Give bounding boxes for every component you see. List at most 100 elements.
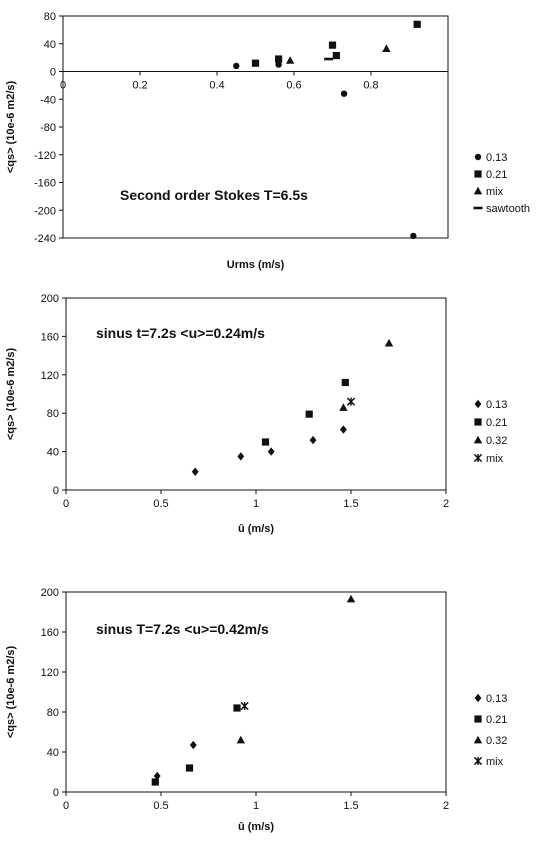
data-point-0.21: [413, 20, 421, 28]
y-tick-label: 200: [41, 293, 59, 305]
y-axis-label: <qs> (10e-6 m2/s): [5, 348, 17, 441]
x-tick-label: 1.5: [343, 800, 358, 812]
data-point-0.32: [339, 403, 348, 411]
legend-label-0.32: 0.32: [486, 435, 507, 447]
legend-marker-mix: [473, 453, 483, 463]
series-0.32: [339, 338, 394, 411]
data-point-0.13: [410, 232, 417, 240]
y-tick-label: 0: [53, 485, 59, 497]
chart-panel-2: 200 160 120 80 40 00 0.5 1 1.5 2 û (m/s) <qs> (10e-…: [5, 293, 507, 535]
y-tick-label: 80: [47, 707, 59, 719]
y-tick-label: 80: [44, 11, 56, 23]
y-tick-label: 0: [53, 787, 59, 799]
y-tick-label: 40: [44, 39, 56, 51]
legend-marker-0.13: [474, 693, 482, 703]
series-sawtooth: [324, 57, 334, 61]
legend-marker-0.13: [474, 153, 482, 161]
legend-label-0.21: 0.21: [486, 169, 507, 181]
y-axis-label: <qs> (10e-6 m2/s): [5, 646, 17, 739]
y-tick-label: 120: [41, 667, 59, 679]
chart-panel-1: 80 40 0 -40 -80 -120 -160 -200 -240 0 0.2 0.4 0.6 0.8…: [5, 11, 530, 271]
data-point-mix: [285, 56, 295, 64]
x-tick-label: 2: [443, 800, 449, 812]
x-tick-label: 0.5: [153, 498, 168, 510]
legend-marker-0.21: [474, 715, 482, 723]
legend-marker-sawtooth: [473, 206, 483, 210]
legend: 0.13 0.21 0.32 mix: [473, 693, 507, 768]
plot-frame: [62, 15, 449, 239]
y-tick-label: 40: [47, 447, 59, 459]
data-point-0.32: [346, 594, 356, 603]
chart-annotation: sinus T=7.2s <u>=0.42m/s: [96, 621, 269, 637]
legend-marker-0.21: [474, 170, 482, 178]
x-axis-label: û (m/s): [238, 523, 274, 535]
series-0.21: [261, 378, 349, 446]
series-0.21: [251, 20, 421, 67]
y-tick-label: -200: [34, 205, 56, 217]
chart-panel-3: 200 160 120 80 40 00 0.5 1 1.5 2 û (m/s) <qs> (10e-…: [5, 587, 507, 833]
legend-label-sawtooth: sawtooth: [486, 203, 530, 215]
y-tick-label: -120: [34, 150, 56, 162]
legend-label-mix: mix: [486, 756, 504, 768]
y-tick-label: -80: [40, 122, 56, 134]
data-point-0.32: [236, 735, 245, 744]
data-point-0.13: [309, 435, 317, 445]
legend-marker-0.32: [473, 735, 483, 744]
data-point-0.21: [332, 51, 340, 60]
y-axis-label: <qs> (10e-6 m2/s): [5, 81, 17, 174]
x-tick-label: 0: [63, 800, 69, 812]
data-point-0.32: [384, 338, 394, 347]
data-point-0.13: [233, 62, 240, 70]
series-0.21: [151, 704, 241, 786]
data-point-0.13: [191, 467, 199, 476]
data-point-0.21: [305, 410, 313, 418]
chart-annotation: sinus t=7.2s <u>=0.24m/s: [96, 325, 265, 341]
legend-label-0.13: 0.13: [486, 693, 507, 705]
y-tick-label: -240: [34, 233, 56, 245]
data-point-0.21: [341, 378, 349, 387]
legend-marker-0.21: [474, 418, 482, 426]
legend-label-mix: mix: [486, 453, 504, 465]
x-tick-label: 0.4: [209, 80, 224, 92]
data-point-0.21: [275, 55, 283, 63]
series-0.13: [153, 740, 197, 781]
y-tick-label: 120: [41, 370, 59, 382]
data-point-0.21: [185, 764, 194, 772]
series-0.32: [236, 594, 356, 744]
y-tick-label: 200: [41, 587, 59, 599]
y-tick-label: 80: [47, 408, 59, 420]
legend-label-0.13: 0.13: [486, 399, 507, 411]
legend-label-0.21: 0.21: [486, 417, 507, 429]
legend-marker-0.13: [474, 399, 482, 409]
data-point-mix: [240, 701, 249, 711]
data-point-0.13: [267, 447, 275, 456]
data-point-mix: [382, 44, 391, 53]
chart-annotation: Second order Stokes T=6.5s: [120, 187, 308, 203]
legend-marker-mix: [473, 756, 483, 766]
x-axis-label: Urms (m/s): [227, 259, 285, 271]
series-0.13: [233, 61, 417, 240]
legend-label-mix: mix: [486, 186, 504, 198]
x-tick-label: 2: [443, 498, 449, 510]
y-tick-label: -40: [40, 94, 56, 106]
x-tick-label: 0: [63, 498, 69, 510]
legend-label-0.21: 0.21: [486, 714, 507, 726]
x-tick-label: 0.5: [153, 800, 168, 812]
x-axis-label: û (m/s): [238, 821, 274, 833]
x-tick-label: 0.8: [363, 80, 378, 92]
legend: 0.13 0.21 0.32 mix: [473, 399, 507, 465]
legend-marker-mix: [473, 186, 483, 195]
x-tick-label: 1: [253, 800, 259, 812]
x-tick-label: 1.5: [343, 498, 358, 510]
y-tick-label: 160: [41, 627, 59, 639]
series-mix: [285, 44, 391, 64]
legend-marker-0.32: [473, 435, 483, 444]
data-point-0.13: [189, 740, 197, 750]
data-point-0.13: [153, 771, 161, 781]
data-point-0.13: [340, 90, 348, 97]
data-point-mix: [346, 397, 356, 406]
data-point-0.13: [275, 61, 282, 68]
data-point-0.13: [237, 452, 245, 461]
